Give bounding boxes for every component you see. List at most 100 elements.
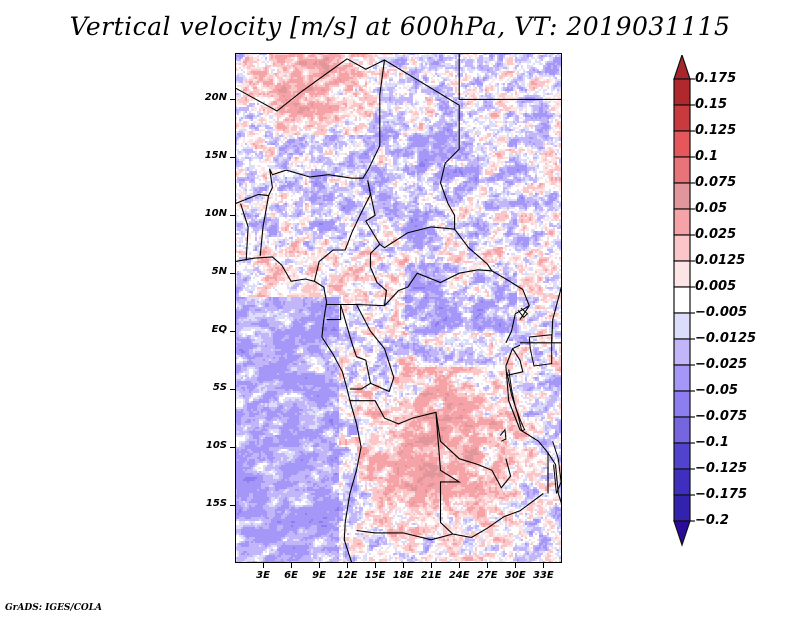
grads-credit: GrADS: IGES/COLA	[5, 603, 103, 613]
colorbar-segment	[673, 390, 691, 418]
lat-tick-label: 10N	[204, 208, 227, 220]
colorbar-tick-label: 0.0125	[695, 253, 746, 268]
colorbar-segment	[673, 182, 691, 210]
colorbar-segment	[673, 234, 691, 262]
border-line	[356, 529, 453, 541]
border-line	[240, 203, 249, 261]
lat-tick-label: 5N	[211, 266, 227, 278]
lon-tick	[430, 563, 432, 568]
lat-tick-label: EQ	[211, 324, 227, 336]
lat-tick	[230, 330, 235, 332]
lon-tick-label: 9E	[312, 570, 326, 581]
lon-tick	[486, 563, 488, 568]
colorbar-segment	[673, 338, 691, 366]
lon-tick	[458, 563, 460, 568]
colorbar-tick-label: 0.1	[695, 149, 719, 164]
lat-tick-label: 10S	[205, 440, 227, 452]
colorbar-tick-label: −0.2	[695, 513, 729, 528]
lon-tick	[402, 563, 404, 568]
colorbar-bottom-arrow	[673, 520, 691, 547]
colorbar-tick-label: −0.025	[695, 357, 748, 372]
border-line	[551, 284, 562, 343]
lon-tick	[514, 563, 516, 568]
lat-tick	[230, 388, 235, 390]
border-line	[507, 348, 524, 376]
border-line	[365, 180, 455, 249]
colorbar	[673, 55, 695, 547]
border-line	[454, 228, 493, 272]
colorbar-segment	[673, 260, 691, 288]
vertical-velocity-field	[235, 53, 562, 563]
border-line	[326, 304, 342, 321]
lake-outline	[517, 307, 529, 319]
lon-tick	[542, 563, 544, 568]
colorbar-top-arrow	[673, 55, 691, 80]
border-line	[326, 243, 387, 307]
lat-tick-label: 15N	[204, 150, 227, 162]
lon-tick-label: 21E	[420, 570, 442, 581]
lat-tick	[230, 504, 235, 506]
colorbar-tick-label: 0.025	[695, 227, 737, 242]
lat-tick-label: 15S	[205, 498, 227, 510]
colorbar-segment	[673, 312, 691, 340]
border-line	[340, 304, 372, 390]
lon-tick	[346, 563, 348, 568]
colorbar-segment	[673, 78, 691, 106]
colorbar-segment	[673, 364, 691, 392]
lat-tick	[230, 214, 235, 216]
colorbar-segment	[673, 286, 691, 314]
lat-tick	[230, 272, 235, 274]
colorbar-tick-label: −0.125	[695, 461, 748, 476]
border-line	[505, 344, 549, 494]
lon-tick-label: 15E	[364, 570, 386, 581]
lon-tick-label: 12E	[336, 570, 358, 581]
colorbar-segment	[673, 468, 691, 496]
lon-tick-label: 18E	[392, 570, 414, 581]
colorbar-tick-label: −0.075	[695, 409, 748, 424]
colorbar-tick-label: −0.05	[695, 383, 738, 398]
lat-tick-label: 5S	[212, 382, 227, 394]
lat-tick	[230, 446, 235, 448]
border-line	[435, 412, 472, 539]
lon-tick-label: 24E	[448, 570, 470, 581]
colorbar-segment	[673, 416, 691, 444]
border-line	[349, 400, 512, 489]
colorbar-tick-label: −0.0125	[695, 331, 757, 346]
border-line	[235, 59, 386, 205]
colorbar-tick-label: 0.175	[695, 71, 737, 86]
colorbar-segment	[673, 130, 691, 158]
lon-tick	[318, 563, 320, 568]
colorbar-tick-label: 0.05	[695, 201, 728, 216]
colorbar-segment	[673, 494, 691, 522]
border-line	[471, 493, 544, 538]
lon-tick	[290, 563, 292, 568]
lon-tick-label: 6E	[284, 570, 298, 581]
border-line	[547, 452, 562, 506]
colorbar-tick-label: 0.15	[695, 97, 728, 112]
border-line	[235, 58, 348, 112]
map-plot-area	[235, 53, 562, 563]
border-line	[356, 304, 395, 393]
colorbar-tick-label: −0.005	[695, 305, 748, 320]
border-line	[259, 195, 270, 256]
lon-tick-label: 30E	[504, 570, 526, 581]
colorbar-tick-label: −0.1	[695, 435, 729, 450]
lake-outline	[552, 441, 562, 494]
country-borders	[235, 53, 562, 563]
lake-outline	[528, 334, 553, 367]
lake-outline	[499, 428, 507, 442]
border-line	[384, 269, 530, 320]
border-line	[313, 180, 372, 282]
lon-tick	[262, 563, 264, 568]
colorbar-segment	[673, 104, 691, 132]
colorbar-segment	[673, 442, 691, 470]
lat-tick	[230, 156, 235, 158]
colorbar-tick-label: −0.175	[695, 487, 748, 502]
lat-tick-label: 20N	[204, 92, 227, 104]
colorbar-tick-label: 0.125	[695, 123, 737, 138]
border-line	[346, 58, 460, 230]
colorbar-tick-label: 0.075	[695, 175, 737, 190]
lon-tick-label: 33E	[532, 570, 554, 581]
lake-outline	[506, 369, 526, 432]
colorbar-tick-label: 0.005	[695, 279, 737, 294]
